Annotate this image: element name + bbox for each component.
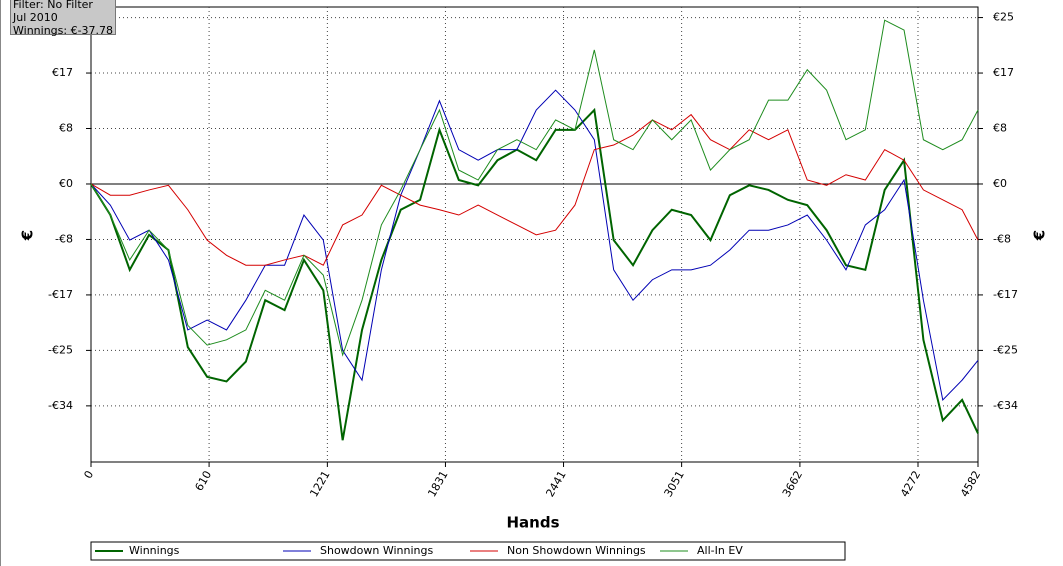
y2-tick-label: €0	[993, 177, 1007, 190]
legend-box	[90, 541, 846, 561]
series-line	[90, 107, 979, 441]
legend-label: Winnings	[129, 544, 180, 557]
series-line	[90, 89, 979, 401]
x-tick-label: 3051	[662, 469, 687, 500]
info-period: Jul 2010	[13, 11, 58, 24]
x-tick-label: 0	[81, 469, 96, 482]
x-tick-label: 3662	[780, 469, 805, 500]
y-tick-label: €17	[52, 66, 73, 79]
y-tick-label: -€17	[48, 288, 73, 301]
x-axis-label: Hands	[506, 514, 559, 532]
y-tick-label: €8	[59, 122, 73, 135]
x-tick-label: 4272	[898, 469, 923, 500]
info-filter: Filter: No Filter	[13, 0, 93, 11]
x-tick-label: 1221	[307, 469, 332, 500]
y-axis-label: €	[19, 230, 37, 241]
series-line	[90, 19, 979, 357]
y2-tick-label: -€25	[993, 343, 1018, 356]
y-tick-label: -€34	[48, 399, 73, 412]
y2-tick-label: -€17	[993, 288, 1018, 301]
y-tick-label: €0	[59, 177, 73, 190]
plot-frame	[90, 6, 979, 463]
series-line	[90, 113, 979, 266]
y2-tick-label: -€34	[993, 399, 1018, 412]
y-tick-label: -€8	[55, 232, 73, 245]
legend-label: Showdown Winnings	[320, 544, 434, 557]
y2-tick-label: €17	[993, 66, 1014, 79]
y2-tick-label: €8	[993, 122, 1007, 135]
legend-label: Non Showdown Winnings	[507, 544, 646, 557]
y-tick-label: -€25	[48, 343, 73, 356]
info-box: Filter: No Filter Jul 2010 Winnings: €-3…	[10, 0, 116, 37]
y2-tick-label: -€8	[993, 232, 1011, 245]
x-tick-label: 610	[193, 469, 215, 494]
x-tick-label: 2441	[543, 469, 568, 500]
x-tick-label: 4582	[958, 469, 983, 500]
y2-tick-label: €25	[993, 11, 1014, 24]
x-tick-label: 1831	[425, 469, 450, 500]
y2-axis-label: €	[1031, 230, 1049, 241]
info-winnings: Winnings: €-37.78	[13, 24, 114, 37]
legend-label: All-In EV	[697, 544, 743, 557]
